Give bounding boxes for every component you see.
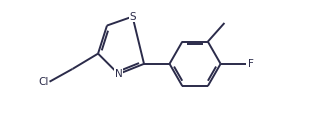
Text: N: N [115,69,122,79]
Text: S: S [129,12,136,22]
Text: Cl: Cl [38,77,48,87]
Text: F: F [248,59,254,69]
